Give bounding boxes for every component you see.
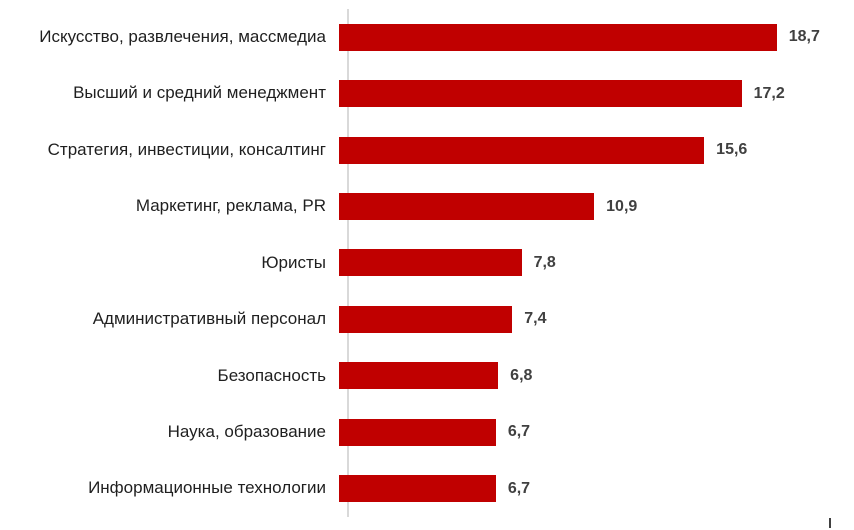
bar-row: Высший и средний менеджмент 17,2 (0, 65, 854, 121)
bar-row: Искусство, развлечения, массмедиа 18,7 (0, 9, 854, 65)
bar (339, 418, 496, 446)
category-label: Маркетинг, реклама, PR (135, 196, 326, 216)
category-label: Наука, образование (167, 421, 326, 441)
category-label: Искусство, развлечения, массмедиа (39, 26, 326, 46)
bar-track: 7,8 (339, 235, 854, 291)
bar-row: Юристы 7,8 (0, 235, 854, 291)
bar-track: 6,8 (339, 348, 854, 404)
value-label: 6,7 (507, 423, 531, 441)
bar (339, 136, 705, 164)
value-label: 6,8 (510, 366, 533, 384)
bar (339, 193, 595, 221)
bar-track: 6,7 (339, 404, 854, 460)
axis-tick-mark (829, 518, 831, 528)
bar (339, 362, 499, 390)
bar-track: 6,7 (339, 461, 854, 517)
value-label: 15,6 (716, 141, 748, 159)
bar (339, 23, 777, 51)
category-label: Стратегия, инвестиции, консалтинг (47, 139, 326, 159)
value-label: 10,9 (606, 197, 638, 215)
bar-row: Административный персонал 7,4 (0, 291, 854, 347)
bar-row: Информационные технологии 6,7 (0, 461, 854, 517)
bar-row: Маркетинг, реклама, PR 10,9 (0, 178, 854, 234)
bar-row: Стратегия, инвестиции, консалтинг 15,6 (0, 122, 854, 178)
bar-track: 10,9 (339, 178, 854, 234)
category-label: Административный персонал (92, 309, 326, 329)
bar (339, 305, 513, 333)
value-label: 7,4 (524, 310, 547, 328)
bar (339, 80, 742, 108)
category-label: Безопасность (217, 365, 326, 385)
category-label: Высший и средний менеджмент (73, 83, 326, 103)
value-label: 6,7 (507, 479, 531, 497)
bar-row: Наука, образование 6,7 (0, 404, 854, 460)
bar (339, 249, 522, 277)
bar-track: 17,2 (339, 65, 854, 121)
value-label: 17,2 (753, 84, 785, 102)
bar-row: Безопасность 6,8 (0, 348, 854, 404)
value-label: 7,8 (533, 253, 556, 271)
category-label: Информационные технологии (88, 478, 326, 498)
bar-track: 15,6 (339, 122, 854, 178)
category-label: Юристы (261, 252, 326, 272)
bar (339, 475, 496, 503)
value-label: 18,7 (788, 28, 820, 46)
bar-track: 7,4 (339, 291, 854, 347)
plot-area: Искусство, развлечения, массмедиа 18,7 Выс… (0, 9, 854, 517)
bar-track: 18,7 (339, 9, 854, 65)
